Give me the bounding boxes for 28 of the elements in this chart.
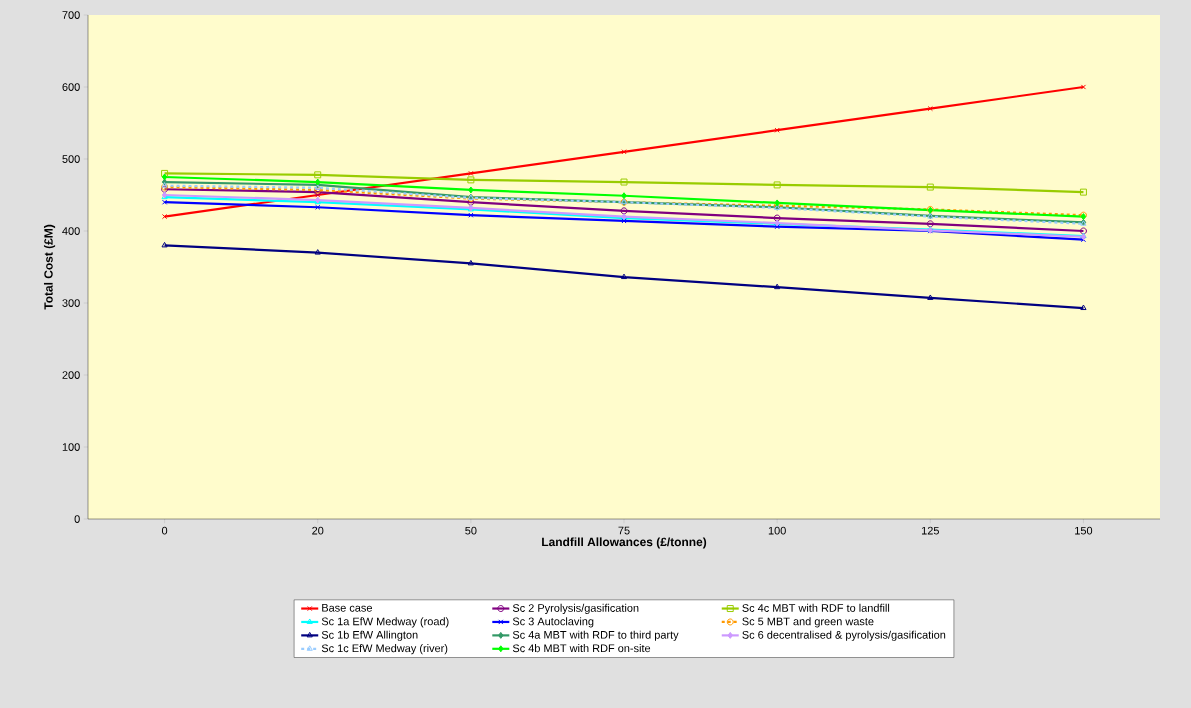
y-tick-label: 700 (62, 11, 80, 19)
legend-label: Base case (322, 604, 372, 612)
legend-label: Sc 1c EfW Medway (river) (321, 644, 448, 655)
y-tick-label: 400 (62, 227, 80, 235)
y-tick-label: 300 (62, 299, 80, 307)
x-tick-label: 50 (465, 526, 477, 535)
x-tick-label: 20 (312, 526, 324, 535)
x-tick-label: 125 (921, 526, 939, 535)
y-axis-title: Total Cost (£M) (43, 224, 56, 310)
legend-label: Sc 6 decentralised & pyrolysis/gasification (742, 630, 946, 641)
legend-label: Sc 5 MBT and green waste (742, 617, 874, 628)
y-tick-label: 500 (62, 155, 80, 163)
y-tick-label: 100 (62, 443, 80, 451)
y-tick-label: 0 (74, 515, 80, 523)
x-tick-label: 150 (1075, 526, 1093, 535)
y-tick-label: 600 (62, 83, 80, 91)
legend-label: Sc 3 Autoclaving (512, 617, 594, 628)
y-tick-label: 200 (62, 371, 80, 379)
legend-label: Sc 4b MBT with RDF on-site (512, 644, 651, 653)
x-tick-label: 75 (618, 526, 630, 535)
x-axis-title: Landfill Allowances (£/tonne) (542, 537, 707, 549)
legend-label: Sc 1a EfW Medway (road) (321, 617, 449, 628)
x-tick-label: 100 (768, 526, 786, 535)
x-tick-label: 0 (161, 526, 168, 535)
legend-label: Sc 2 Pyrolysis/gasification (512, 603, 639, 615)
legend-label: Sc 4a MBT with RDF to third party (512, 630, 679, 641)
legend-label: Sc 4c MBT with RDF to landfill (742, 603, 890, 612)
legend-label: Sc 1b EfW Allington (321, 630, 418, 641)
